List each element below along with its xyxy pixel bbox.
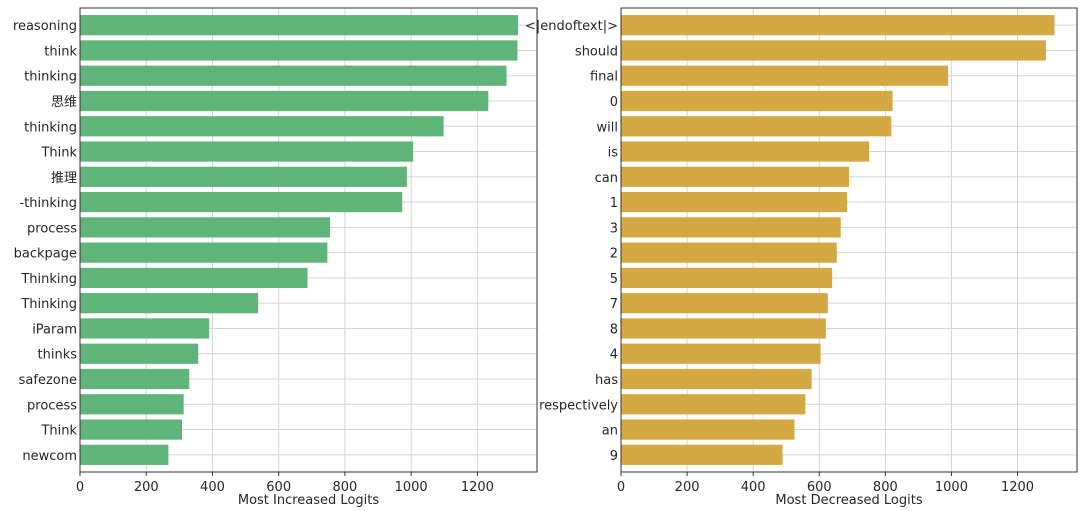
decreased-logits-panel: <|endoftext|> should final 0 will is can 1 3 2 5 7 8… <box>525 7 1078 508</box>
bar-decreased-9 <box>621 242 837 263</box>
bar-decreased-14 <box>621 368 812 390</box>
bar-decreased-17 <box>621 444 783 465</box>
bar-increased-9 <box>80 242 328 263</box>
y-tick-label: will <box>597 120 618 135</box>
x-tick-label: 200 <box>134 480 159 495</box>
bar-increased-8 <box>80 217 331 238</box>
bar-decreased-12 <box>621 318 826 339</box>
x-tick-label: 1200 <box>1001 480 1034 495</box>
y-tick-label: Think <box>40 146 77 161</box>
bar-decreased-2 <box>621 65 949 86</box>
increased-logits-panel: reasoning think thinking 思维 thinking Think 推理 -… <box>13 7 538 508</box>
y-tick-label: 1 <box>610 196 618 211</box>
y-tick-label: iParam <box>32 322 77 337</box>
y-tick-label: 3 <box>610 221 618 236</box>
bar-increased-12 <box>80 318 210 339</box>
bar-decreased-7 <box>621 191 848 213</box>
x-tick-label: 1200 <box>461 480 494 495</box>
x-tick-label: 400 <box>741 480 766 495</box>
bar-decreased-6 <box>621 166 849 187</box>
bar-increased-2 <box>80 65 507 86</box>
y-tick-label: is <box>608 146 619 161</box>
y-tick-label: final <box>590 70 618 85</box>
x-tick-label: 600 <box>807 480 832 495</box>
bar-decreased-1 <box>621 40 1046 61</box>
y-tick-label: -thinking <box>19 196 77 211</box>
bar-increased-7 <box>80 191 403 213</box>
axes-frame <box>620 7 1078 473</box>
y-tick-label: thinking <box>24 70 77 85</box>
x-tick-label: 0 <box>76 480 84 495</box>
y-tick-label: an <box>602 424 618 439</box>
y-tick-label: process <box>27 221 77 236</box>
y-tick-label: Thinking <box>20 297 77 312</box>
y-tick-label: has <box>595 373 618 388</box>
y-tick-label: 7 <box>610 297 618 312</box>
bar-increased-1 <box>80 40 518 61</box>
y-tick-label: think <box>44 44 77 59</box>
bar-decreased-8 <box>621 217 841 238</box>
bar-increased-5 <box>80 141 414 162</box>
x-tick-label: 1000 <box>395 480 428 495</box>
y-tick-label: thinking <box>24 120 77 135</box>
y-tick-label: 8 <box>610 322 618 337</box>
y-tick-label: respectively <box>539 398 618 413</box>
bar-increased-6 <box>80 166 407 187</box>
x-tick-label: 0 <box>617 480 625 495</box>
y-tick-label: Think <box>40 424 77 439</box>
bar-increased-11 <box>80 293 259 314</box>
x-tick-label: 400 <box>200 480 225 495</box>
axes-frame <box>79 7 538 473</box>
bar-increased-3 <box>80 90 489 112</box>
y-tick-label: 推理 <box>51 171 77 186</box>
y-tick-label: 2 <box>610 247 618 262</box>
y-tick-label: newcom <box>22 449 77 464</box>
y-tick-label: 思维 <box>51 95 77 110</box>
y-tick-label: can <box>595 171 618 186</box>
bar-decreased-4 <box>621 116 892 137</box>
bar-decreased-11 <box>621 293 828 314</box>
bar-decreased-16 <box>621 419 795 440</box>
y-tick-label: Thinking <box>20 272 77 287</box>
y-tick-label: 4 <box>610 348 618 363</box>
bar-increased-0 <box>80 15 519 36</box>
y-tick-label: <|endoftext|> <box>525 19 618 34</box>
y-tick-label: safezone <box>19 373 77 388</box>
y-tick-label: reasoning <box>13 19 77 34</box>
bar-increased-16 <box>80 419 182 440</box>
bar-decreased-13 <box>621 343 821 364</box>
bar-increased-13 <box>80 343 199 364</box>
x-tick-label: 1000 <box>935 480 968 495</box>
y-tick-label: should <box>575 44 618 59</box>
y-tick-label: process <box>27 398 77 413</box>
y-tick-label: backpage <box>14 247 77 262</box>
y-tick-label: thinks <box>38 348 78 363</box>
bar-increased-14 <box>80 368 190 390</box>
y-tick-label: 0 <box>610 95 618 110</box>
bar-decreased-3 <box>621 90 893 112</box>
bar-decreased-15 <box>621 394 806 415</box>
x-axis-title: Most Decreased Logits <box>775 493 922 508</box>
bar-decreased-5 <box>621 141 870 162</box>
bar-increased-15 <box>80 394 184 415</box>
x-tick-label: 800 <box>333 480 358 495</box>
y-tick-label: 5 <box>610 272 618 287</box>
bar-decreased-10 <box>621 267 833 289</box>
x-tick-label: 800 <box>873 480 898 495</box>
bar-decreased-0 <box>621 15 1055 36</box>
x-axis-title: Most Increased Logits <box>238 493 380 508</box>
x-tick-label: 200 <box>675 480 700 495</box>
bar-increased-10 <box>80 267 308 289</box>
x-tick-label: 600 <box>266 480 291 495</box>
bar-increased-4 <box>80 116 444 137</box>
y-tick-label: 9 <box>610 449 618 464</box>
bar-increased-17 <box>80 444 169 465</box>
